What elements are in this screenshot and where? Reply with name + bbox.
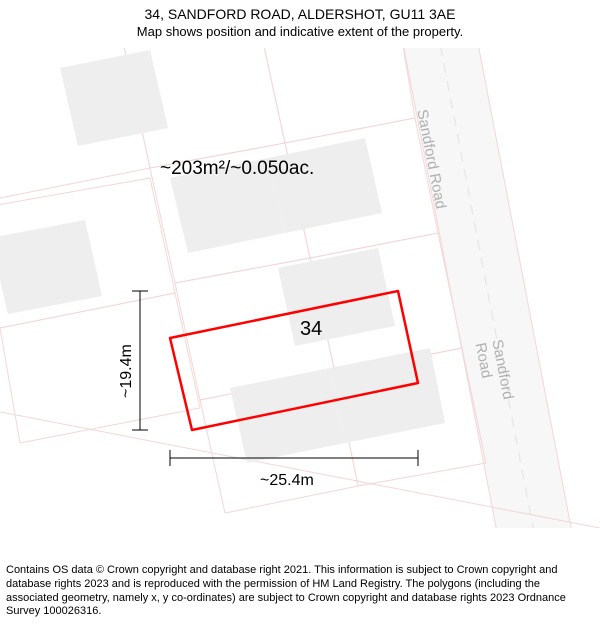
map-area: ~203m²/~0.050ac. 34 ~25.4m ~19.4m Sandfo… [0,48,600,528]
page-subtitle: Map shows position and indicative extent… [0,24,600,39]
page-title: 34, SANDFORD ROAD, ALDERSHOT, GU11 3AE [0,6,600,22]
page-container: 34, SANDFORD ROAD, ALDERSHOT, GU11 3AE M… [0,0,600,625]
area-label: ~203m²/~0.050ac. [160,158,314,180]
house-number-label: 34 [300,318,322,341]
map-svg [0,48,600,528]
dimension-height-label: ~19.4m [118,344,136,398]
dimension-width-label: ~25.4m [260,472,314,490]
copyright-footer: Contains OS data © Crown copyright and d… [6,564,594,619]
